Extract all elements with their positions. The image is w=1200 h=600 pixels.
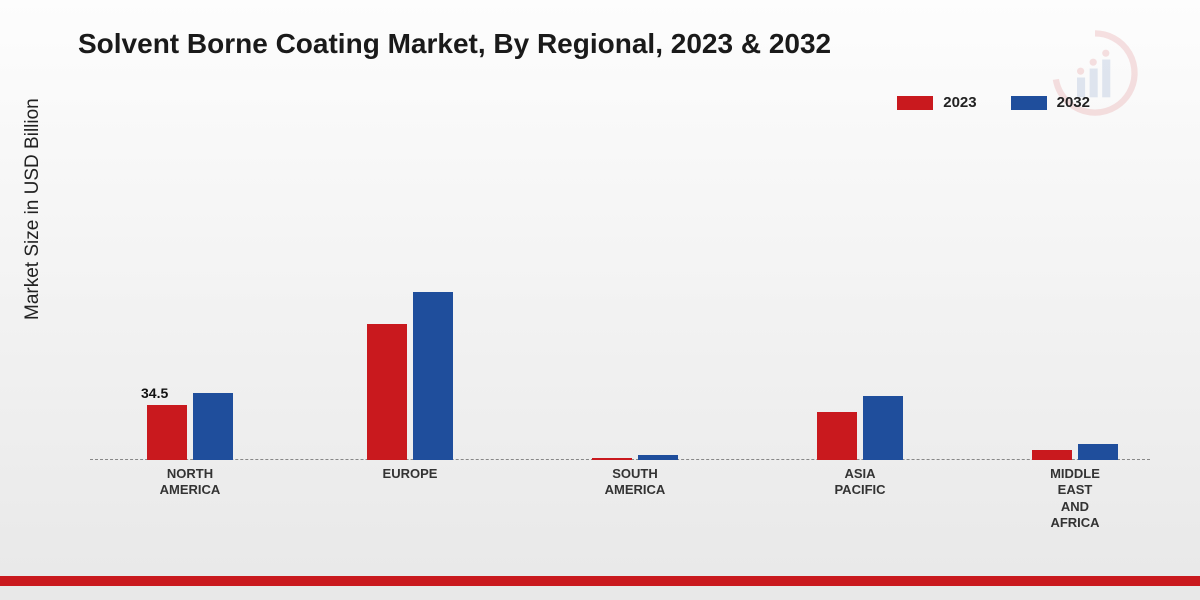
- bar: [367, 324, 407, 460]
- legend: 2023 2032: [897, 94, 1090, 111]
- bar-group: 34.5: [147, 393, 233, 460]
- bar: [817, 412, 857, 460]
- x-axis-label: SOUTHAMERICA: [575, 466, 695, 499]
- footer-accent-bar: [0, 576, 1200, 586]
- legend-item-2023: 2023: [897, 94, 976, 111]
- bar: [592, 458, 632, 460]
- y-axis-label: Market Size in USD Billion: [22, 98, 44, 320]
- plot-area: 34.5: [90, 140, 1150, 460]
- x-axis-label: MIDDLEEASTANDAFRICA: [1015, 466, 1135, 531]
- chart-title: Solvent Borne Coating Market, By Regiona…: [78, 28, 831, 60]
- bar: [1032, 450, 1072, 460]
- legend-label-2032: 2032: [1057, 94, 1090, 111]
- bar: [193, 393, 233, 460]
- bar: [413, 292, 453, 460]
- bar: [863, 396, 903, 460]
- bar: [147, 405, 187, 460]
- bar-group: [367, 292, 453, 460]
- x-axis-label: NORTHAMERICA: [130, 466, 250, 499]
- bar: [638, 455, 678, 460]
- legend-swatch-2032: [1011, 96, 1047, 110]
- bar-value-label: 34.5: [141, 385, 168, 401]
- x-axis-label: ASIAPACIFIC: [800, 466, 920, 499]
- legend-swatch-2023: [897, 96, 933, 110]
- bar-group: [817, 396, 903, 460]
- bar-group: [1032, 444, 1118, 460]
- bar-group: [592, 455, 678, 460]
- bar: [1078, 444, 1118, 460]
- legend-item-2032: 2032: [1011, 94, 1090, 111]
- x-axis-label: EUROPE: [350, 466, 470, 482]
- legend-label-2023: 2023: [943, 94, 976, 111]
